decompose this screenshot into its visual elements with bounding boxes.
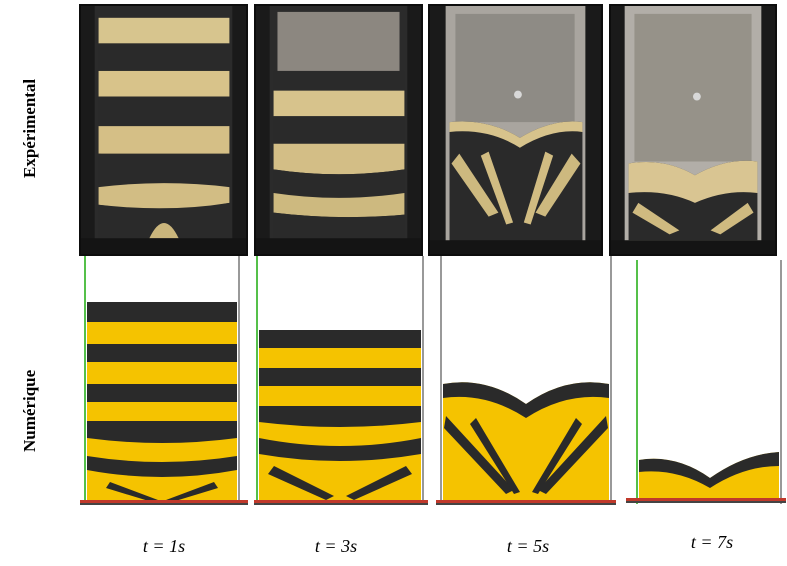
- experimental-photo-t1: [79, 4, 248, 256]
- time-label-4: t = 7s: [690, 532, 734, 552]
- numeric-simulation-t3: [254, 256, 428, 512]
- row-label-numeric: Numérique: [20, 369, 39, 452]
- experimental-photo-t7: [609, 4, 777, 256]
- experimental-photo-t5: [428, 4, 603, 256]
- time-label-1: t = 1s: [142, 536, 186, 556]
- time-label-3: t = 5s: [506, 536, 550, 556]
- numeric-simulation-t1: [80, 256, 248, 512]
- numeric-simulation-t7: [626, 256, 786, 512]
- row-label-experimental: Expérimental: [20, 78, 39, 178]
- time-label-2: t = 3s: [314, 536, 358, 556]
- experimental-photo-t3: [254, 4, 423, 256]
- numeric-simulation-t5: [436, 256, 616, 512]
